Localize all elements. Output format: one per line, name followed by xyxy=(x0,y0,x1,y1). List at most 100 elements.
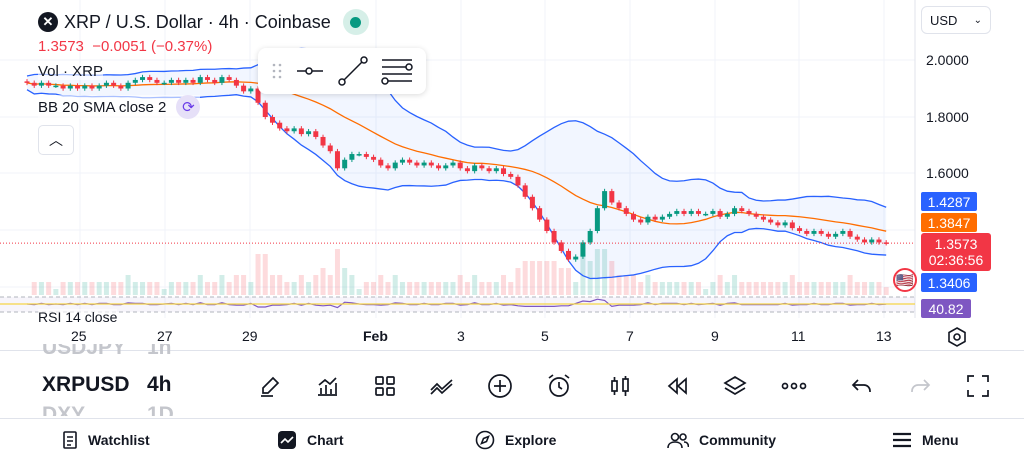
candle-style-icon[interactable] xyxy=(606,372,634,400)
currency-select[interactable]: USD ⌄ xyxy=(921,6,991,34)
chart-icon xyxy=(278,431,296,449)
price-chart[interactable] xyxy=(0,0,1024,325)
candle xyxy=(103,82,109,86)
candle xyxy=(594,208,600,231)
watchlist-icon xyxy=(63,431,77,449)
candle xyxy=(522,185,528,197)
volume-bar xyxy=(739,282,745,295)
rsi-indicator-label[interactable]: RSI 14 close xyxy=(38,309,118,325)
volume-bar xyxy=(717,275,723,295)
volume-bar xyxy=(421,282,427,295)
candle xyxy=(147,77,153,80)
layouts-icon[interactable] xyxy=(371,372,399,400)
volume-bar xyxy=(457,275,463,295)
candle xyxy=(125,82,131,89)
picker-current-symbol[interactable]: XRPUSD xyxy=(42,373,130,396)
volume-bar xyxy=(298,275,304,295)
drag-handle-icon[interactable] xyxy=(271,61,283,81)
volume-bar xyxy=(96,282,102,295)
trend-line-icon[interactable] xyxy=(338,56,368,86)
picker-prev-symbol[interactable]: USDJPY xyxy=(42,344,127,358)
candle xyxy=(472,165,478,172)
alarm-icon[interactable] xyxy=(545,372,573,400)
volume-bar xyxy=(371,282,377,295)
economic-event-flag-icon[interactable]: 🇺🇸 xyxy=(893,268,917,292)
drawing-tools-icon[interactable] xyxy=(428,372,456,400)
indicators-icon[interactable] xyxy=(313,372,341,400)
candle xyxy=(854,236,860,240)
replay-icon[interactable] xyxy=(663,372,691,400)
nav-menu[interactable]: Menu xyxy=(892,432,959,448)
picker-prev-tf[interactable]: 1h xyxy=(147,344,172,358)
candle xyxy=(746,211,752,214)
candle xyxy=(118,85,124,89)
collapse-indicators-button[interactable]: ︿ xyxy=(38,125,74,155)
candle xyxy=(811,231,817,234)
volume-bar xyxy=(580,254,586,295)
volume-bar xyxy=(414,282,420,295)
symbol-title[interactable]: ✕ XRP / U.S. Dollar · 4h · Coinbase xyxy=(38,9,369,35)
picker-next-symbol[interactable]: DXY xyxy=(42,403,86,416)
volume-bar xyxy=(450,282,456,295)
candle xyxy=(667,213,673,217)
candle xyxy=(580,242,586,257)
candle xyxy=(414,162,420,166)
candle xyxy=(53,85,59,88)
price-tick: 1.6000 xyxy=(926,165,969,181)
chart-settings-icon[interactable] xyxy=(946,326,968,348)
volume-bar xyxy=(255,254,261,295)
volume-bar xyxy=(46,282,52,295)
bb-indicator-label[interactable]: BB 20 SMA close 2 ⟳ xyxy=(38,95,201,119)
nav-label: Menu xyxy=(922,432,959,448)
volume-bar xyxy=(522,261,528,295)
candle xyxy=(645,216,651,223)
add-icon[interactable] xyxy=(486,372,514,400)
nav-explore[interactable]: Explore xyxy=(475,430,556,450)
nav-chart[interactable]: Chart xyxy=(277,430,344,450)
undo-icon[interactable] xyxy=(848,372,876,400)
redo-icon[interactable] xyxy=(906,372,934,400)
candle xyxy=(760,216,766,220)
volume-bar xyxy=(349,275,355,295)
volume-bar xyxy=(125,275,131,295)
fullscreen-icon[interactable] xyxy=(964,372,992,400)
horizontal-ray-icon[interactable] xyxy=(296,61,324,81)
volume-bar xyxy=(789,275,795,295)
nav-community[interactable]: Community xyxy=(667,431,776,449)
picker-current-tf[interactable]: 4h xyxy=(147,373,172,396)
volume-bar xyxy=(688,282,694,295)
volume-indicator-label[interactable]: Vol · XRP xyxy=(38,63,104,80)
volume-bar xyxy=(342,268,348,295)
candle xyxy=(60,85,66,89)
nav-label: Chart xyxy=(307,432,344,448)
more-icon[interactable] xyxy=(780,372,808,400)
candle xyxy=(508,174,514,177)
candle xyxy=(493,168,499,172)
layers-icon[interactable] xyxy=(721,372,749,400)
candle xyxy=(269,117,275,123)
volume-bar xyxy=(277,275,283,295)
volume-bar xyxy=(161,289,167,295)
bb-basis-line xyxy=(26,81,887,232)
volume-bar xyxy=(854,282,860,295)
candle xyxy=(378,159,384,166)
time-tick: 13 xyxy=(876,328,892,344)
volume-bar xyxy=(869,282,875,295)
candle xyxy=(674,211,680,214)
time-tick: 5 xyxy=(541,328,549,344)
fib-retracement-icon[interactable] xyxy=(381,57,413,85)
candle xyxy=(31,82,37,86)
volume-bar xyxy=(226,282,232,295)
picker-next-tf[interactable]: 1D xyxy=(147,403,174,416)
candle xyxy=(501,168,507,174)
candle xyxy=(111,82,117,86)
candle xyxy=(630,213,636,220)
menu-icon xyxy=(893,432,911,448)
candle xyxy=(515,176,521,186)
pencil-icon[interactable] xyxy=(256,372,284,400)
time-tick: 29 xyxy=(242,328,258,344)
candle xyxy=(154,79,160,83)
candle xyxy=(327,145,333,152)
candle xyxy=(262,102,268,117)
nav-watchlist[interactable]: Watchlist xyxy=(62,431,150,449)
